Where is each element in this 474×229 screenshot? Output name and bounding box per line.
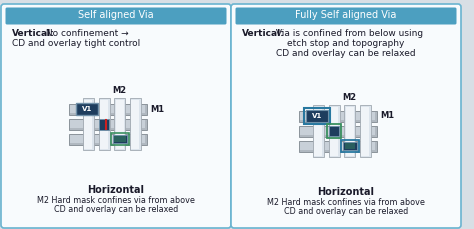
Text: Via is confined from below using: Via is confined from below using [273,29,423,38]
Bar [71,135,146,143]
Bar [341,140,359,152]
Bar [69,118,147,130]
Text: Self aligned Via: Self aligned Via [78,9,154,19]
Bar [315,106,322,155]
Bar [99,98,109,150]
Text: M2 Hard mask confines via from above: M2 Hard mask confines via from above [37,196,195,205]
FancyBboxPatch shape [231,4,461,228]
Bar [116,99,124,148]
Bar [301,127,375,135]
FancyBboxPatch shape [6,8,227,25]
Bar [99,118,109,130]
Text: M2: M2 [343,93,357,102]
Bar [100,99,108,148]
Bar [330,106,338,155]
Text: etch stop and topography: etch stop and topography [287,39,405,48]
Text: Fully Self aligned Via: Fully Self aligned Via [295,9,397,19]
Bar [111,133,129,145]
Bar [343,142,357,150]
Text: M2: M2 [113,86,127,95]
Bar [344,105,355,157]
FancyBboxPatch shape [1,4,231,228]
Bar [301,112,375,120]
Bar [346,106,354,155]
Text: V1: V1 [312,113,322,119]
Text: Horizontal: Horizontal [88,185,145,195]
Text: Vertical:: Vertical: [242,29,285,38]
Text: No confinement →: No confinement → [43,29,128,38]
Text: CD and overlay can be relaxed: CD and overlay can be relaxed [276,49,416,58]
Bar [299,141,377,152]
Text: M2 Hard mask confines via from above: M2 Hard mask confines via from above [267,198,425,207]
Text: CD and overlay tight control: CD and overlay tight control [12,39,140,48]
Bar [130,98,141,150]
Bar [131,99,139,148]
Bar [313,105,324,157]
Bar [301,142,375,150]
Bar [299,111,377,122]
Bar [114,98,125,150]
Bar [71,105,146,113]
Bar [360,105,371,157]
Text: Horizontal: Horizontal [318,187,374,197]
Bar [306,110,328,122]
Bar [113,135,127,143]
Bar [328,105,339,157]
FancyBboxPatch shape [236,8,456,25]
Text: CD and overlay can be relaxed: CD and overlay can be relaxed [284,207,408,216]
Bar [299,125,377,136]
Bar [304,108,330,124]
Bar [345,143,355,149]
Bar [327,124,341,138]
Bar [114,136,126,142]
Text: V1: V1 [82,106,92,112]
Bar [76,103,98,115]
Bar [69,134,147,144]
Bar [69,104,147,114]
Text: M1: M1 [380,112,394,120]
Text: M1: M1 [150,104,164,114]
Bar [84,99,92,148]
Bar [361,106,369,155]
Bar [71,120,146,128]
Text: CD and overlay can be relaxed: CD and overlay can be relaxed [54,205,178,214]
Bar [329,126,339,136]
Bar [83,98,94,150]
Text: Vertical:: Vertical: [12,29,55,38]
